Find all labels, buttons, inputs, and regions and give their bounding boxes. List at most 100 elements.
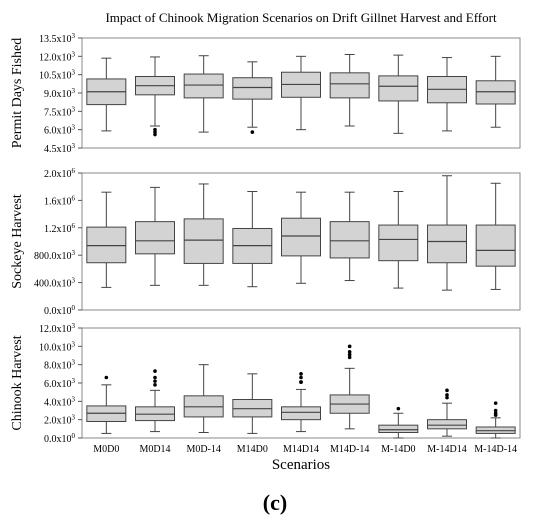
y-tick-label: 7.5x103 xyxy=(44,105,76,118)
y-tick-label: 400.0x103 xyxy=(34,277,76,290)
y-tick-label: 1.6x106 xyxy=(44,194,76,207)
outlier-point xyxy=(299,375,303,380)
y-tick-label: 12.0x103 xyxy=(39,50,76,63)
box-M-14D14 xyxy=(427,388,467,437)
panel-2: 0.0x100 400.0x103 800.0x103 1.2x106 1.6x106 2… xyxy=(10,167,521,317)
box-M0D14 xyxy=(135,56,175,137)
y-tick-label: 6.0x103 xyxy=(44,124,76,137)
outlier-point xyxy=(493,413,498,417)
box-M0D0 xyxy=(86,57,127,132)
box-M-14D0 xyxy=(378,54,419,134)
box-M-14D-14 xyxy=(475,182,516,290)
x-tick-label: M-14D14 xyxy=(427,444,466,455)
outlier-point xyxy=(250,130,255,134)
box-M-14D0 xyxy=(378,190,419,289)
y-tick-label: 10.5x103 xyxy=(39,69,76,82)
outlier-point xyxy=(153,383,157,387)
outlier-point xyxy=(493,408,498,413)
x-tick-label: M0D0 xyxy=(93,444,119,455)
x-tick-label: M0D14 xyxy=(139,444,170,455)
panel-1: 4.5x103 6.0x103 7.5x103 9.0x103 10.5x103 12.0… xyxy=(10,32,521,155)
box-M0D0 xyxy=(86,191,127,288)
y-tick-label: 6.0x103 xyxy=(44,377,76,390)
y-tick-label: 12.0x103 xyxy=(39,322,76,335)
y-tick-label: 13.5x103 xyxy=(39,32,76,45)
box xyxy=(378,424,419,433)
y-axis-label: Permit Days Fished xyxy=(10,38,25,148)
x-tick-label: M14D0 xyxy=(237,444,268,455)
outlier-point xyxy=(153,132,157,137)
box xyxy=(329,72,370,99)
box-M0D-14 xyxy=(183,364,224,433)
box-M14D-14 xyxy=(329,54,370,127)
y-tick-label: 2.0x103 xyxy=(44,414,76,427)
x-axis-label: Scenarios xyxy=(272,457,330,473)
box xyxy=(183,73,224,99)
outlier-point xyxy=(396,406,401,411)
y-tick-label: 8.0x103 xyxy=(44,359,76,372)
chart-panels: 4.5x103 6.0x103 7.5x103 9.0x103 10.5x103 12.0… xyxy=(10,32,521,455)
box xyxy=(281,406,321,421)
x-tick-label: M-14D0 xyxy=(381,444,415,455)
box-M-14D0 xyxy=(378,406,419,439)
y-tick-label: 10.0x103 xyxy=(39,340,76,353)
x-tick-label: M14D-14 xyxy=(330,444,369,455)
box-M-14D14 xyxy=(427,175,467,291)
box-M14D-14 xyxy=(329,191,370,282)
outlier-point xyxy=(493,401,498,405)
outlier-point xyxy=(347,350,352,354)
panel-frame xyxy=(81,172,521,311)
box-M14D14 xyxy=(281,372,321,433)
outlier-point xyxy=(299,372,303,376)
outlier-point xyxy=(445,393,449,397)
box-M0D-14 xyxy=(183,183,224,286)
box xyxy=(378,224,419,262)
box-M-14D-14 xyxy=(475,401,516,439)
box-M0D14 xyxy=(135,186,175,286)
box xyxy=(281,217,321,257)
box-M14D0 xyxy=(232,373,273,434)
box xyxy=(475,80,516,105)
box-M14D0 xyxy=(232,190,273,288)
outlier-point xyxy=(153,375,157,380)
y-tick-label: 4.0x103 xyxy=(44,395,76,408)
outlier-point xyxy=(153,379,157,383)
panel-3: 0.0x100 2.0x103 4.0x103 6.0x103 8.0x103 10.0x… xyxy=(10,322,521,445)
x-tick-labels: M0D0 M0D14 M0D-14 M14D0 M14D14 M14D-14 M-14D0 M… xyxy=(93,444,517,455)
box xyxy=(86,226,127,264)
x-tick-label: M14D14 xyxy=(283,444,319,455)
outlier-point xyxy=(104,375,109,380)
box-M14D0 xyxy=(232,61,273,134)
y-axis-label: Chinook Harvest xyxy=(10,335,25,430)
box xyxy=(427,419,467,430)
box-M14D14 xyxy=(281,191,321,284)
y-axis-label: Sockeye Harvest xyxy=(10,194,25,289)
box-M14D14 xyxy=(281,55,321,131)
chart-title: Impact of Chinook Migration Scenarios on… xyxy=(105,10,497,25)
y-tick-label: 1.2x106 xyxy=(44,222,76,235)
box-M-14D14 xyxy=(427,57,467,132)
box xyxy=(475,224,516,267)
x-tick-label: M0D-14 xyxy=(186,444,220,455)
box-M0D0 xyxy=(86,375,127,434)
box-M0D-14 xyxy=(183,55,224,133)
x-tick-label: M-14D-14 xyxy=(474,444,517,455)
box-M-14D-14 xyxy=(475,55,516,128)
box-M14D-14 xyxy=(329,344,370,430)
box xyxy=(329,221,370,259)
outlier-point xyxy=(347,355,352,360)
y-tick-label: 0.0x100 xyxy=(44,304,76,317)
y-tick-label: 800.0x103 xyxy=(34,249,76,262)
y-tick-label: 0.0x100 xyxy=(44,432,76,445)
outlier-point xyxy=(347,344,352,349)
outlier-point xyxy=(153,369,157,373)
y-tick-label: 4.5x103 xyxy=(44,142,76,155)
outlier-point xyxy=(347,352,352,357)
figure-panel-label: (c) xyxy=(262,490,288,515)
outlier-point xyxy=(445,388,449,393)
y-tick-label: 2.0x106 xyxy=(44,167,76,180)
box xyxy=(427,224,467,264)
box-M0D14 xyxy=(135,369,175,433)
outlier-point xyxy=(445,395,449,400)
